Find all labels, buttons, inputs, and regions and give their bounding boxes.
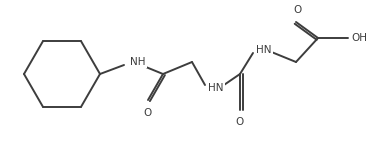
Text: O: O xyxy=(293,5,301,15)
Text: HN: HN xyxy=(256,45,272,55)
Text: O: O xyxy=(143,108,151,118)
Text: HN: HN xyxy=(208,83,224,93)
Text: OH: OH xyxy=(351,33,367,43)
Text: O: O xyxy=(236,117,244,127)
Text: NH: NH xyxy=(130,57,146,67)
